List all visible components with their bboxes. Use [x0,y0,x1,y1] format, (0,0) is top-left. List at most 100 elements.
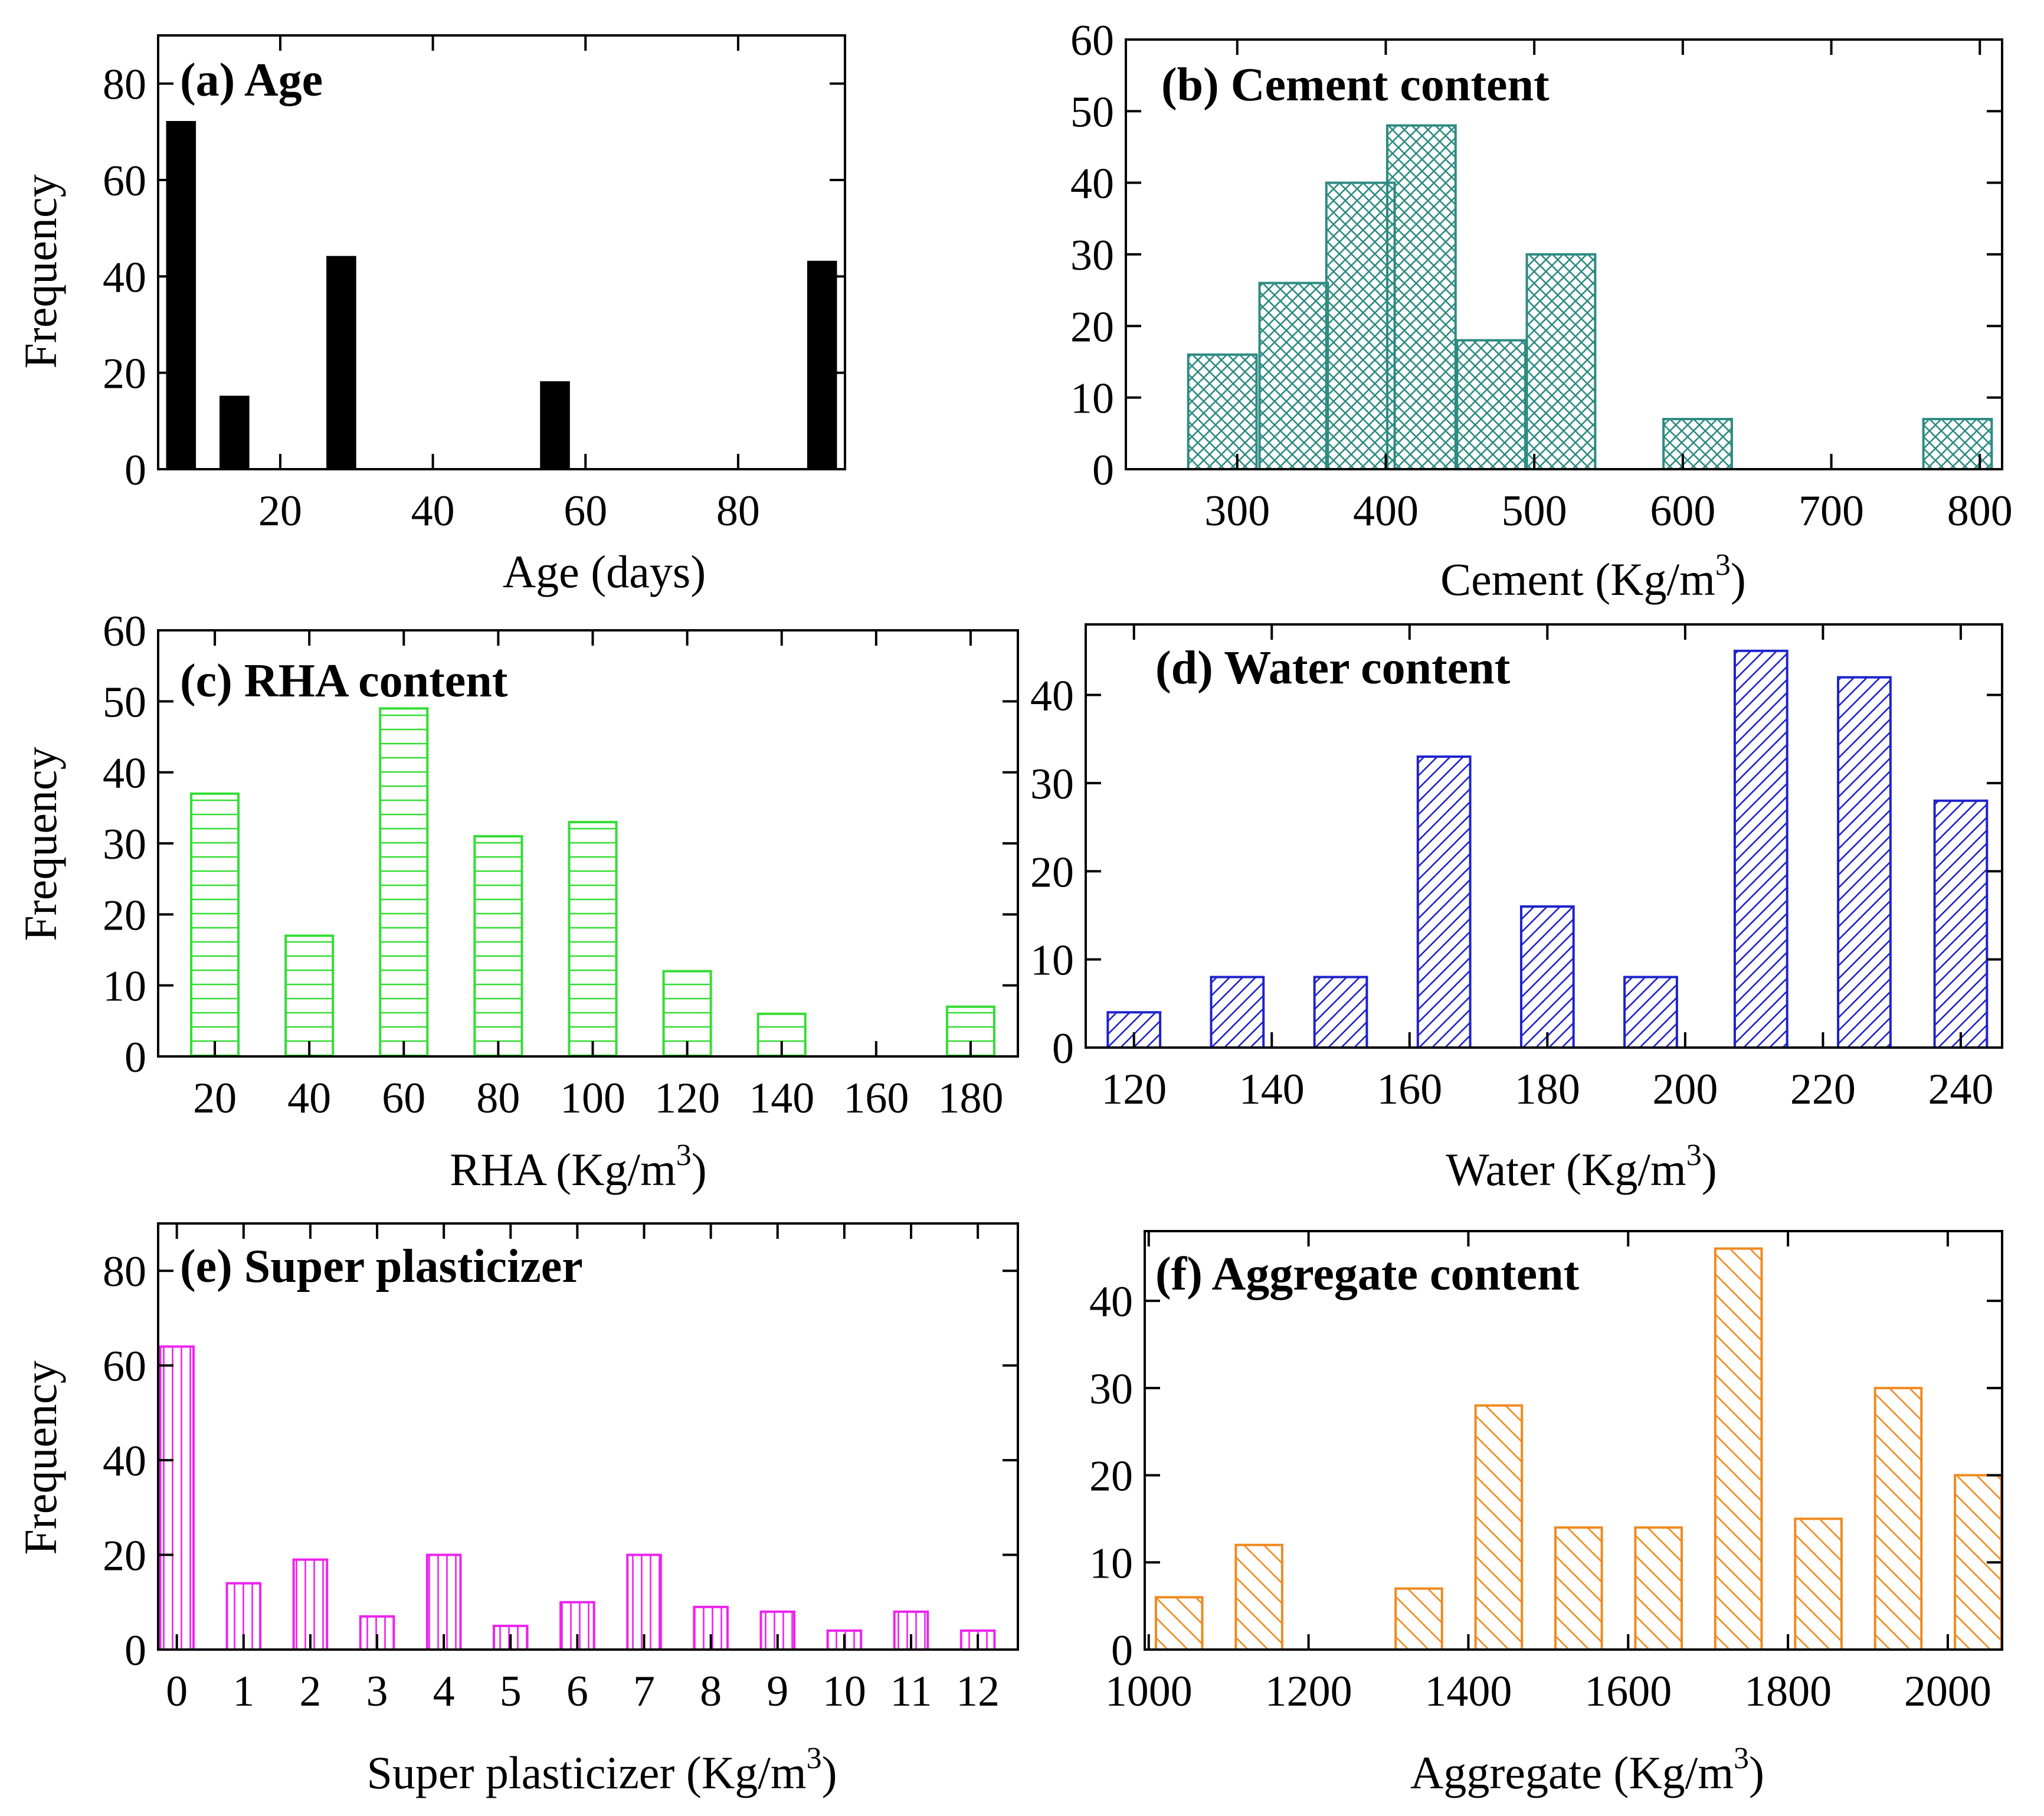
y-tick-label-b-1: 10 [1070,375,1114,423]
bar-b-2 [1325,181,1396,470]
y-tick-label-b-0: 0 [1092,446,1114,495]
y-tick-label-b-6: 60 [1070,17,1114,65]
y-tick-label-b-3: 30 [1070,231,1114,280]
x-axis-title-water-sup: 3 [1686,1138,1702,1172]
bar-a-4 [807,260,837,470]
y-tick-label-b-2: 20 [1070,303,1114,351]
bar-b-6 [1662,418,1733,470]
x-tick-label-d-6: 240 [1928,1065,1993,1114]
bar-b-1 [1258,282,1329,470]
y-tick-label-e-1: 20 [103,1532,146,1581]
bar-b-0 [1187,353,1258,470]
bar-f-1 [1234,1543,1283,1651]
x-axis-title-cement-end: ) [1731,554,1746,605]
x-tick-label-c-7: 160 [843,1074,909,1123]
bar-f-0 [1154,1596,1204,1651]
bar-d-3 [1416,755,1472,1049]
y-tick-label-c-0: 0 [125,1033,146,1082]
bar-a-3 [540,381,570,470]
panel-title-water: (d) Water content [1155,642,1511,694]
x-tick-label-f-5: 2000 [1904,1667,1991,1716]
bar-f-7 [1794,1517,1843,1651]
x-tick-label-f-3: 1600 [1584,1667,1672,1716]
x-axis-title-super-plasticizer-sup: 3 [807,1742,822,1775]
x-tick-label-b-2: 500 [1502,487,1567,535]
x-tick-label-a-0: 20 [258,487,302,535]
x-tick-label-e-12: 12 [956,1667,1000,1716]
bar-a-0 [166,121,196,470]
x-axis-title-aggregate-base: Aggregate (Kg/m [1410,1747,1734,1798]
x-tick-label-a-3: 80 [716,487,760,535]
x-tick-label-e-1: 1 [232,1667,254,1716]
x-tick-label-e-3: 3 [366,1667,388,1716]
bar-f-6 [1714,1247,1763,1651]
x-axis-title-super-plasticizer-end: ) [822,1747,837,1798]
x-tick-label-b-0: 300 [1204,487,1270,535]
y-tick-label-f-3: 30 [1089,1365,1133,1413]
y-tick-label-a-4: 80 [103,61,146,109]
x-tick-label-b-3: 600 [1650,487,1715,535]
chart-panel-super-plasticizer: (e) Super plasticizer Super plasticizer … [15,1222,1019,1798]
y-tick-label-f-4: 40 [1089,1278,1133,1326]
bar-d-4 [1519,905,1575,1049]
y-tick-label-d-3: 30 [1030,760,1074,809]
x-tick-label-c-0: 20 [193,1074,237,1123]
x-tick-label-e-5: 5 [500,1667,522,1716]
y-tick-label-b-5: 50 [1070,88,1114,136]
bar-e-4 [425,1553,462,1651]
x-tick-label-f-2: 1400 [1424,1667,1512,1716]
x-tick-label-c-1: 40 [287,1074,331,1123]
panel-title-age: (a) Age [180,54,323,106]
x-axis-title-super-plasticizer-base: Super plasticizer (Kg/m [366,1747,806,1798]
x-axis-title-water: Water (Kg/m3) [1446,1138,1717,1195]
x-axis-title-cement: Cement (Kg/m3) [1440,548,1746,605]
x-tick-label-c-8: 180 [938,1074,1003,1123]
chart-panel-aggregate: (f) Aggregate content Aggregate (Kg/m3) … [1089,1230,2003,1798]
x-axis-title-rha-sup: 3 [676,1138,692,1172]
plot-frame-d [1085,623,2003,1049]
bar-b-5 [1525,253,1597,470]
chart-panel-cement: (b) Cement content Cement (Kg/m3) 0 10 20 3… [1070,17,2013,605]
x-tick-label-b-1: 400 [1353,487,1419,535]
y-tick-label-b-4: 40 [1070,160,1114,208]
x-tick-label-e-11: 11 [890,1667,932,1716]
panel-title-cement: (b) Cement content [1161,59,1550,111]
x-tick-label-d-5: 220 [1790,1065,1856,1114]
x-tick-label-d-2: 160 [1377,1065,1442,1114]
y-axis-title-rha: Frequency [15,747,66,941]
y-tick-label-c-2: 20 [103,891,146,940]
x-tick-label-c-2: 60 [382,1074,425,1123]
y-tick-label-c-6: 60 [103,607,146,656]
bar-a-1 [220,395,250,470]
x-tick-label-a-1: 40 [411,487,455,535]
y-tick-label-e-4: 80 [103,1248,146,1296]
y-tick-label-a-1: 20 [103,350,146,398]
x-axis-title-water-end: ) [1702,1144,1717,1195]
plot-frame-f [1144,1230,2003,1651]
bar-d-7 [1837,676,1892,1049]
chart-panel-age: (a) Age Age (days) Frequency 0 20 40 60 80 20… [15,34,846,597]
plot-frame-a [157,34,846,470]
x-axis-title-age: Age (days) [503,546,706,597]
x-tick-label-d-3: 180 [1515,1065,1580,1114]
x-tick-label-e-0: 0 [166,1667,188,1716]
y-tick-label-c-4: 40 [103,750,146,798]
x-tick-label-b-4: 700 [1799,487,1864,535]
x-tick-label-f-4: 1800 [1744,1667,1832,1716]
bar-d-5 [1623,976,1678,1049]
y-tick-label-e-3: 60 [103,1343,146,1391]
x-tick-label-e-4: 4 [433,1667,455,1716]
x-tick-label-a-2: 60 [564,487,607,535]
bar-c-3 [473,835,523,1058]
x-tick-label-d-1: 140 [1239,1065,1305,1114]
bar-e-0 [159,1345,195,1651]
y-tick-label-a-2: 40 [103,253,146,302]
x-axis-title-aggregate-sup: 3 [1734,1742,1749,1775]
y-tick-label-d-1: 10 [1030,937,1074,985]
x-tick-label-c-4: 100 [560,1074,625,1123]
x-axis-title-rha-end: ) [692,1144,707,1195]
y-tick-label-c-3: 30 [103,820,146,869]
plot-frame-e [157,1222,1019,1651]
bar-f-3 [1474,1404,1524,1651]
